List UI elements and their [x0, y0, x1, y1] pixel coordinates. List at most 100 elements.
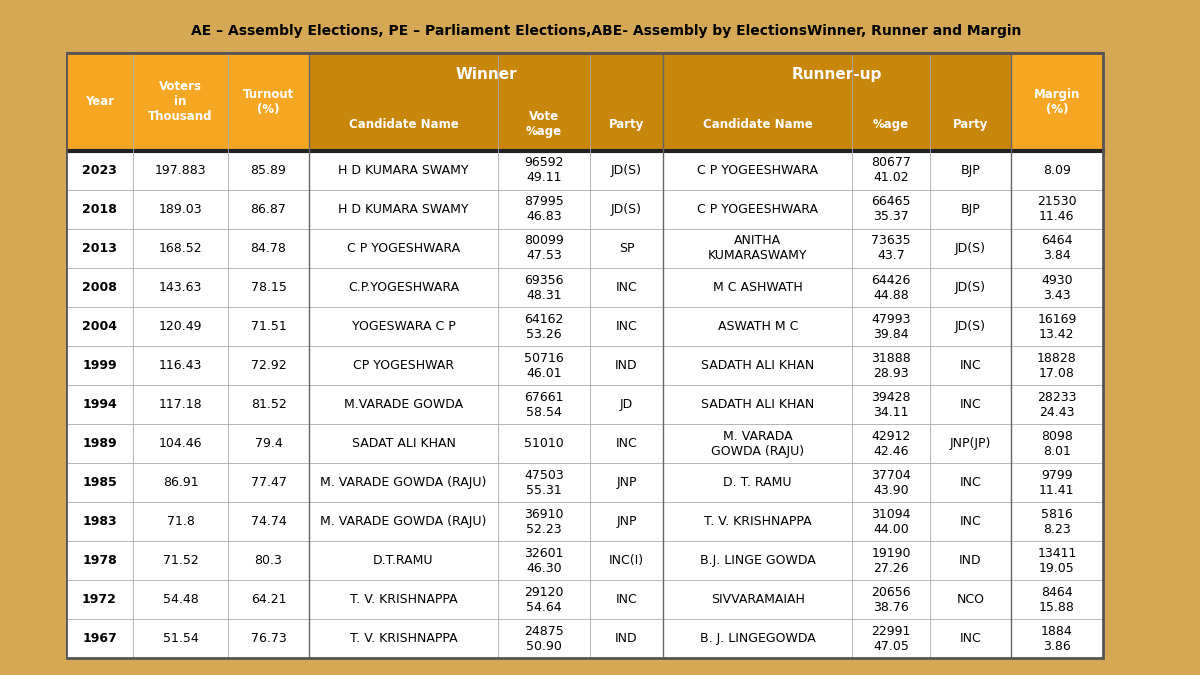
- Text: 51010: 51010: [524, 437, 564, 450]
- Text: 86.91: 86.91: [163, 476, 198, 489]
- Text: INC(I): INC(I): [608, 554, 644, 567]
- Text: 81.52: 81.52: [251, 398, 287, 411]
- Text: 67661
58.54: 67661 58.54: [524, 391, 564, 418]
- Text: 87995
46.83: 87995 46.83: [524, 196, 564, 223]
- Bar: [66, 541, 1103, 580]
- Text: T. V. KRISHNAPPA: T. V. KRISHNAPPA: [704, 515, 811, 529]
- Text: 13411
19.05: 13411 19.05: [1037, 547, 1076, 574]
- Text: M C ASHWATH: M C ASHWATH: [713, 281, 803, 294]
- Text: B. J. LINGEGOWDA: B. J. LINGEGOWDA: [700, 632, 816, 645]
- Text: 32601
46.30: 32601 46.30: [524, 547, 564, 574]
- Text: 1989: 1989: [82, 437, 116, 450]
- Bar: [66, 619, 1103, 658]
- Text: JD(S): JD(S): [611, 203, 642, 216]
- Text: Winner: Winner: [455, 68, 517, 82]
- Text: 1999: 1999: [82, 359, 116, 372]
- Text: SADATH ALI KHAN: SADATH ALI KHAN: [701, 398, 815, 411]
- Bar: [1010, 53, 1103, 151]
- Bar: [133, 97, 228, 151]
- Text: D. T. RAMU: D. T. RAMU: [724, 476, 792, 489]
- Text: 8.09: 8.09: [1043, 164, 1070, 177]
- Text: JNP: JNP: [617, 476, 637, 489]
- Text: INC: INC: [616, 281, 637, 294]
- Text: INC: INC: [960, 398, 982, 411]
- Text: Party: Party: [608, 117, 644, 130]
- Text: 24875
50.90: 24875 50.90: [524, 625, 564, 653]
- Text: 117.18: 117.18: [158, 398, 203, 411]
- Text: 116.43: 116.43: [158, 359, 202, 372]
- Text: INC: INC: [960, 359, 982, 372]
- Text: 85.89: 85.89: [251, 164, 287, 177]
- Text: Vote
%age: Vote %age: [526, 110, 562, 138]
- Text: JD: JD: [620, 398, 634, 411]
- Text: 1985: 1985: [82, 476, 116, 489]
- Text: INC: INC: [960, 476, 982, 489]
- Text: BJP: BJP: [961, 164, 980, 177]
- Text: 28233
24.43: 28233 24.43: [1037, 391, 1076, 418]
- Text: 66465
35.37: 66465 35.37: [871, 196, 911, 223]
- Text: 8464
15.88: 8464 15.88: [1039, 586, 1075, 614]
- Text: 47503
55.31: 47503 55.31: [524, 468, 564, 497]
- Bar: [66, 385, 1103, 424]
- Text: JD(S): JD(S): [611, 164, 642, 177]
- Text: 1967: 1967: [82, 632, 116, 645]
- Text: Voters
in
Thousand: Voters in Thousand: [149, 80, 212, 124]
- Text: JNP(JP): JNP(JP): [950, 437, 991, 450]
- Text: 2013: 2013: [82, 242, 116, 255]
- Bar: [66, 346, 1103, 385]
- Text: 74.74: 74.74: [251, 515, 287, 529]
- Text: BJP: BJP: [961, 203, 980, 216]
- Text: IND: IND: [959, 554, 982, 567]
- Text: 104.46: 104.46: [158, 437, 203, 450]
- Text: AE – Assembly Elections, PE – Parliament Elections,ABE- Assembly by ElectionsWin: AE – Assembly Elections, PE – Parliament…: [191, 24, 1021, 38]
- Text: 2004: 2004: [82, 320, 116, 333]
- Text: 143.63: 143.63: [158, 281, 202, 294]
- Text: 77.47: 77.47: [251, 476, 287, 489]
- Text: 71.8: 71.8: [167, 515, 194, 529]
- Text: C P YOGEESHWARA: C P YOGEESHWARA: [697, 164, 818, 177]
- Text: YOGESWARA C P: YOGESWARA C P: [352, 320, 455, 333]
- Text: 96592
49.11: 96592 49.11: [524, 157, 564, 184]
- Text: 64426
44.88: 64426 44.88: [871, 273, 911, 302]
- Bar: [66, 97, 133, 151]
- Bar: [66, 151, 1103, 190]
- Text: 2018: 2018: [82, 203, 116, 216]
- Text: H D KUMARA SWAMY: H D KUMARA SWAMY: [338, 203, 469, 216]
- Bar: [498, 97, 590, 151]
- Bar: [66, 268, 1103, 307]
- Text: 50716
46.01: 50716 46.01: [524, 352, 564, 379]
- Text: INC: INC: [616, 437, 637, 450]
- Text: C.P.YOGESHWARA: C.P.YOGESHWARA: [348, 281, 460, 294]
- Text: Candidate Name: Candidate Name: [703, 117, 812, 130]
- Text: 71.51: 71.51: [251, 320, 287, 333]
- Text: 47993
39.84: 47993 39.84: [871, 313, 911, 341]
- Text: C P YOGESHWARA: C P YOGESHWARA: [347, 242, 460, 255]
- Text: 79.4: 79.4: [254, 437, 282, 450]
- Text: JD(S): JD(S): [955, 320, 986, 333]
- Bar: [852, 97, 930, 151]
- Text: 86.87: 86.87: [251, 203, 287, 216]
- Text: 76.73: 76.73: [251, 632, 287, 645]
- Text: 16169
13.42: 16169 13.42: [1037, 313, 1076, 341]
- Bar: [66, 190, 1103, 229]
- Bar: [66, 424, 1103, 463]
- Text: 42912
42.46: 42912 42.46: [871, 430, 911, 458]
- Text: C P YOGEESHWARA: C P YOGEESHWARA: [697, 203, 818, 216]
- Text: 1884
3.86: 1884 3.86: [1042, 625, 1073, 653]
- Text: 1994: 1994: [82, 398, 116, 411]
- Bar: [66, 463, 1103, 502]
- Bar: [228, 97, 310, 151]
- Text: SIVVARAMAIAH: SIVVARAMAIAH: [710, 593, 805, 606]
- Text: CP YOGESHWAR: CP YOGESHWAR: [353, 359, 454, 372]
- Text: 6464
3.84: 6464 3.84: [1042, 234, 1073, 263]
- Text: 2023: 2023: [82, 164, 116, 177]
- Text: 72.92: 72.92: [251, 359, 287, 372]
- Text: INC: INC: [616, 593, 637, 606]
- Bar: [664, 53, 1010, 97]
- Text: H D KUMARA SWAMY: H D KUMARA SWAMY: [338, 164, 469, 177]
- Text: 39428
34.11: 39428 34.11: [871, 391, 911, 418]
- Text: 5816
8.23: 5816 8.23: [1042, 508, 1073, 536]
- Text: JD(S): JD(S): [955, 281, 986, 294]
- Text: Candidate Name: Candidate Name: [349, 117, 458, 130]
- Text: SP: SP: [619, 242, 635, 255]
